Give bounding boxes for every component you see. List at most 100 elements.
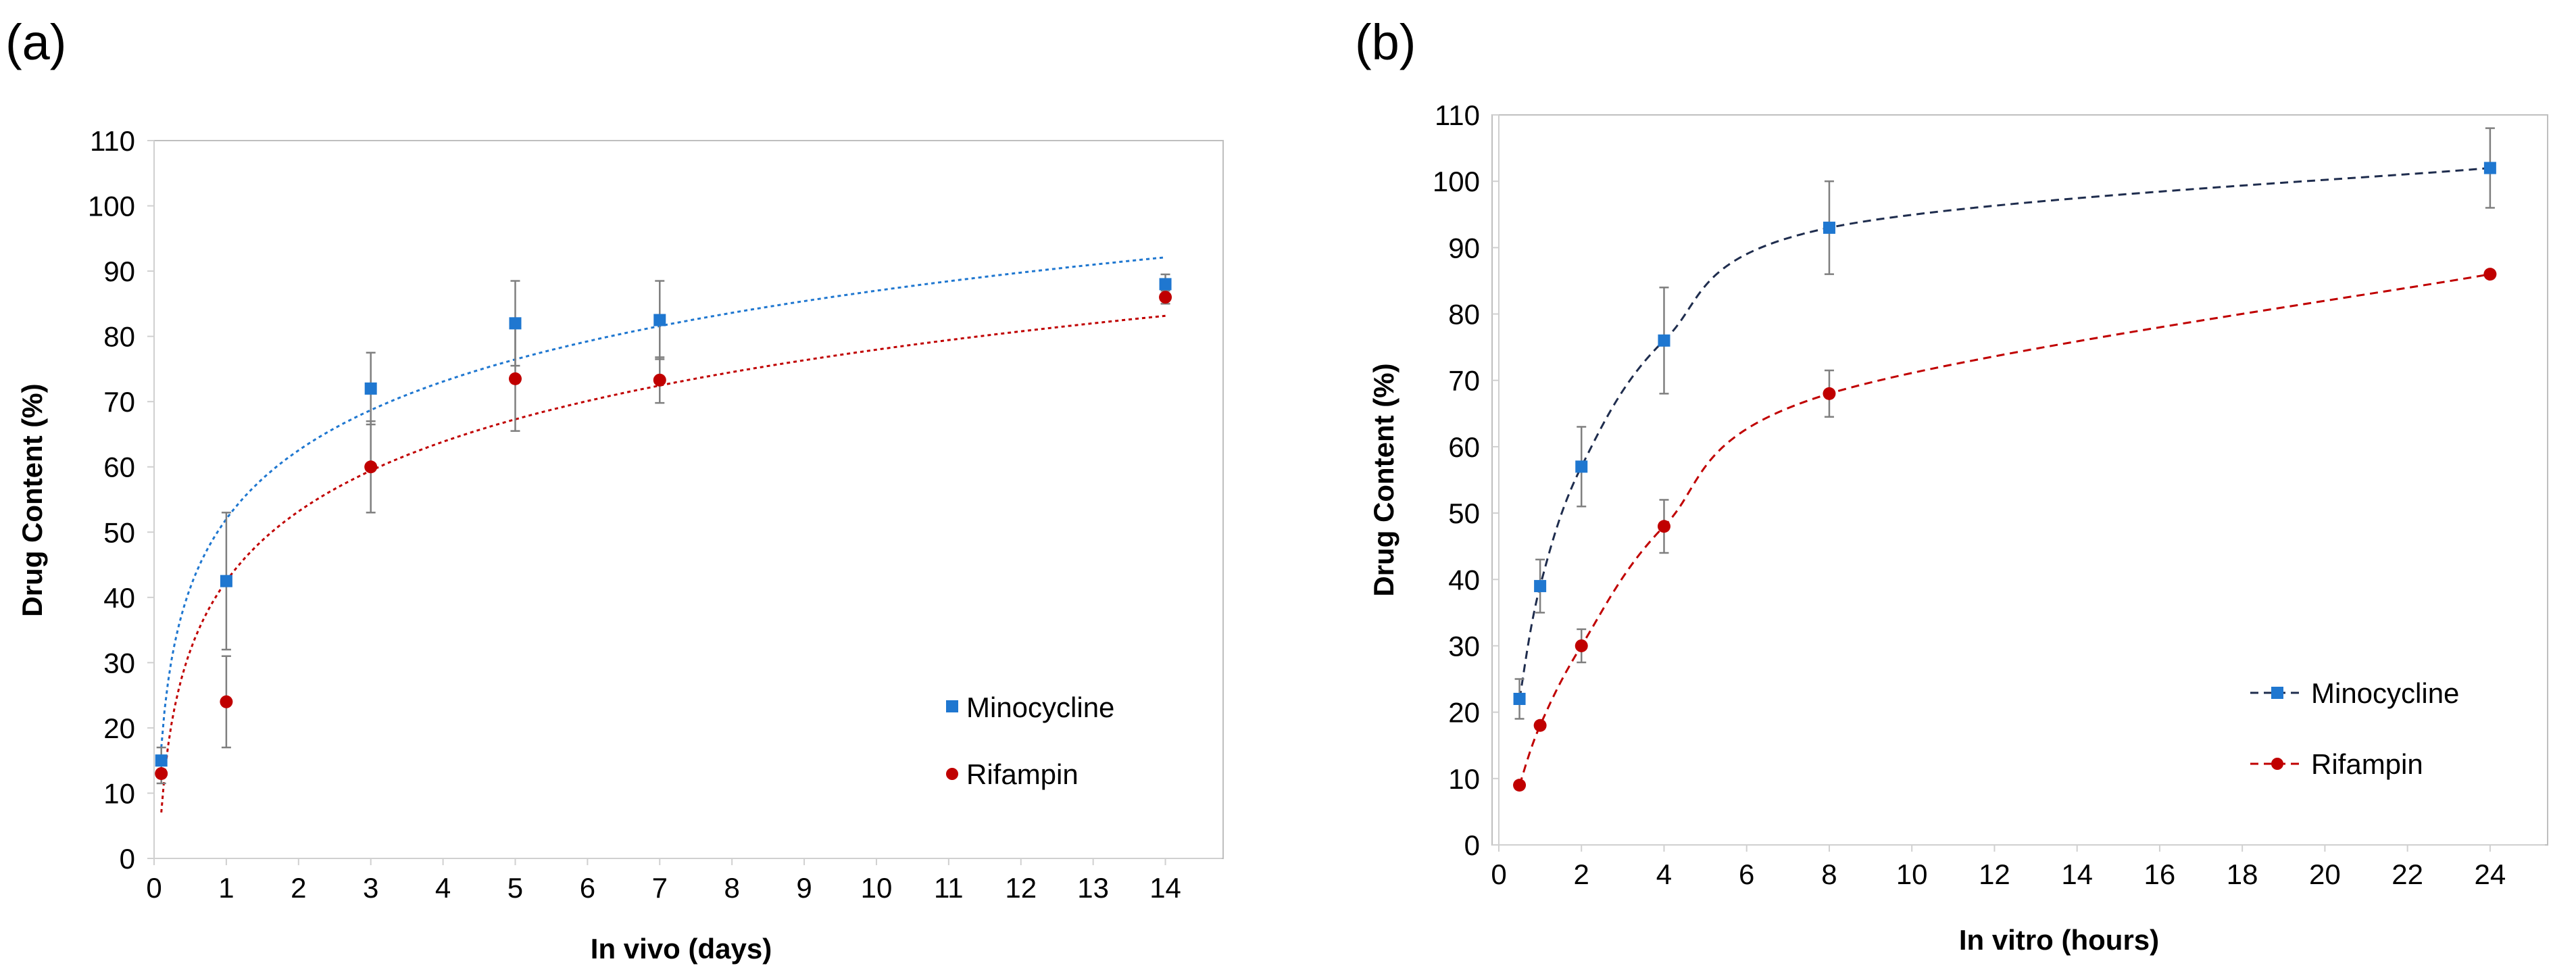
panel-b-point-minocycline [2483, 162, 2496, 174]
panel-a-point-rifampin [653, 373, 666, 387]
panel-a-y-tick-label: 70 [103, 386, 135, 418]
panel-a-x-tick-label: 2 [291, 872, 306, 904]
panel-a-y-tick-label: 90 [103, 255, 135, 287]
panel-b-legend: Minocycline Rifampin [2250, 677, 2459, 780]
panel-b-point-rifampin [1657, 520, 1670, 533]
panel-a-label: (a) [5, 14, 66, 70]
panel-b-point-rifampin [1533, 719, 1547, 732]
panel-b-y-tick-label: 80 [1448, 299, 1480, 331]
panel-a-x-tick-label: 8 [724, 872, 739, 904]
panel-b: (b) In vitro (hours) Drug Content (%) 0 2… [1355, 14, 2548, 956]
panel-a-legend-marker-rifampin [946, 768, 958, 780]
panel-a-y-tick-label: 60 [103, 452, 135, 483]
panel-a-y-tick-label: 110 [90, 125, 135, 157]
panel-a-x-tick-label: 12 [1005, 872, 1037, 904]
panel-a-x-tick-label: 3 [363, 872, 378, 904]
panel-b-series-lines [1518, 167, 2491, 786]
panel-b-legend-label-rifampin: Rifampin [2311, 748, 2423, 780]
panel-a-y-tick-label: 20 [103, 712, 135, 744]
panel-b-x-tick-label: 2 [1574, 858, 1589, 890]
panel-b-point-minocycline [1575, 460, 1588, 473]
panel-a-x-tick-label: 6 [580, 872, 595, 904]
panel-b-y-tick-label: 110 [1435, 99, 1480, 131]
panel-b-point-minocycline [1823, 221, 1835, 234]
panel-b-legend-marker-rifampin [2271, 758, 2283, 770]
panel-a-y-tick-label: 50 [103, 516, 135, 548]
panel-a-legend-label-minocycline: Minocycline [966, 691, 1114, 723]
panel-a-point-minocycline [155, 754, 168, 767]
panel-b-y-tick-label: 100 [1433, 166, 1480, 197]
panel-b-x-tick-label: 0 [1491, 858, 1506, 890]
panel-b-x-tick-label: 18 [2227, 858, 2258, 890]
panel-b-axes: 0 2 4 6 8 10 12 14 16 18 20 22 240102030405060708090… [1433, 99, 2545, 890]
panel-a-y-tick-label: 10 [103, 777, 135, 809]
panel-a-point-rifampin [155, 766, 168, 780]
panel-b-point-minocycline [1513, 693, 1526, 705]
panel-a-point-rifampin [508, 372, 522, 385]
panel-a-x-axis-title: In vivo (days) [591, 933, 772, 965]
panel-a-point-rifampin [220, 695, 233, 708]
panel-a-point-minocycline [509, 317, 522, 330]
panel-a-point-minocycline [653, 314, 666, 326]
panel-b-data-points [1513, 162, 2497, 792]
panel-a-point-rifampin [1159, 291, 1172, 304]
panel-a-y-tick-label: 40 [103, 582, 135, 614]
panel-b-x-tick-label: 6 [1739, 858, 1754, 890]
panel-b-x-tick-label: 4 [1656, 858, 1672, 890]
panel-b-point-rifampin [1823, 387, 1836, 400]
panel-a-y-tick-label: 30 [103, 647, 135, 679]
panel-a-x-tick-label: 14 [1149, 872, 1181, 904]
panel-b-x-tick-label: 8 [1821, 858, 1837, 890]
panel-b-legend-label-minocycline: Minocycline [2311, 677, 2459, 709]
panel-b-x-tick-label: 10 [1896, 858, 1928, 890]
panel-b-y-tick-label: 90 [1448, 232, 1480, 264]
panel-a-x-tick-label: 1 [218, 872, 234, 904]
panel-a-y-axis-title: Drug Content (%) [16, 383, 48, 616]
panel-b-y-tick-label: 40 [1448, 564, 1480, 595]
panel-a-y-tick-label: 80 [103, 321, 135, 353]
panel-b-y-tick-label: 20 [1448, 697, 1480, 729]
panel-a-x-tick-label: 5 [507, 872, 523, 904]
panel-a-x-tick-label: 4 [435, 872, 451, 904]
panel-b-y-axis-title: Drug Content (%) [1368, 363, 1400, 596]
panel-b-point-minocycline [1658, 334, 1670, 347]
panel-a-point-minocycline [364, 382, 377, 395]
panel-b-x-tick-label: 22 [2392, 858, 2423, 890]
panel-b-line-rifampin [1518, 273, 2491, 786]
panel-a-data-points [155, 278, 1172, 780]
panel-a-legend: Minocycline Rifampin [946, 691, 1114, 790]
panel-b-line-minocycline [1518, 167, 2491, 700]
panel-b-y-tick-label: 10 [1448, 763, 1480, 795]
panel-a-x-tick-label: 13 [1077, 872, 1109, 904]
panel-a-x-tick-label: 9 [796, 872, 812, 904]
panel-b-x-tick-label: 12 [1979, 858, 2010, 890]
panel-b-y-tick-label: 30 [1448, 630, 1480, 662]
panel-b-point-rifampin [1575, 639, 1588, 652]
panel-a-legend-marker-minocycline [946, 700, 958, 712]
panel-b-y-tick-label: 50 [1448, 497, 1480, 529]
panel-a-y-tick-label: 0 [120, 843, 135, 875]
panel-b-x-tick-label: 24 [2475, 858, 2506, 890]
panel-b-point-minocycline [1534, 580, 1547, 593]
panel-b-x-tick-label: 16 [2144, 858, 2176, 890]
panel-b-label: (b) [1355, 14, 1416, 70]
panel-b-x-tick-label: 20 [2309, 858, 2341, 890]
panel-a-x-tick-label: 0 [146, 872, 162, 904]
panel-b-y-tick-label: 70 [1448, 365, 1480, 397]
panel-a-x-tick-label: 10 [861, 872, 893, 904]
panel-a-axes: 0 1 2 3 4 5 6 7 8 9 10 11 12 13 1401020304050607080901… [88, 125, 1222, 904]
panel-a-x-tick-label: 7 [652, 872, 668, 904]
panel-a-legend-label-rifampin: Rifampin [966, 758, 1079, 790]
panel-b-x-tick-label: 14 [2061, 858, 2093, 890]
panel-a-y-tick-label: 100 [88, 191, 135, 222]
panel-a-point-minocycline [220, 575, 232, 587]
panel-b-y-tick-label: 60 [1448, 431, 1480, 463]
panel-b-legend-marker-minocycline [2271, 687, 2283, 699]
panel-b-point-rifampin [2483, 268, 2497, 281]
panel-b-point-rifampin [1513, 779, 1527, 792]
panel-a-x-tick-label: 11 [934, 872, 964, 904]
panel-a-point-rifampin [364, 460, 378, 474]
